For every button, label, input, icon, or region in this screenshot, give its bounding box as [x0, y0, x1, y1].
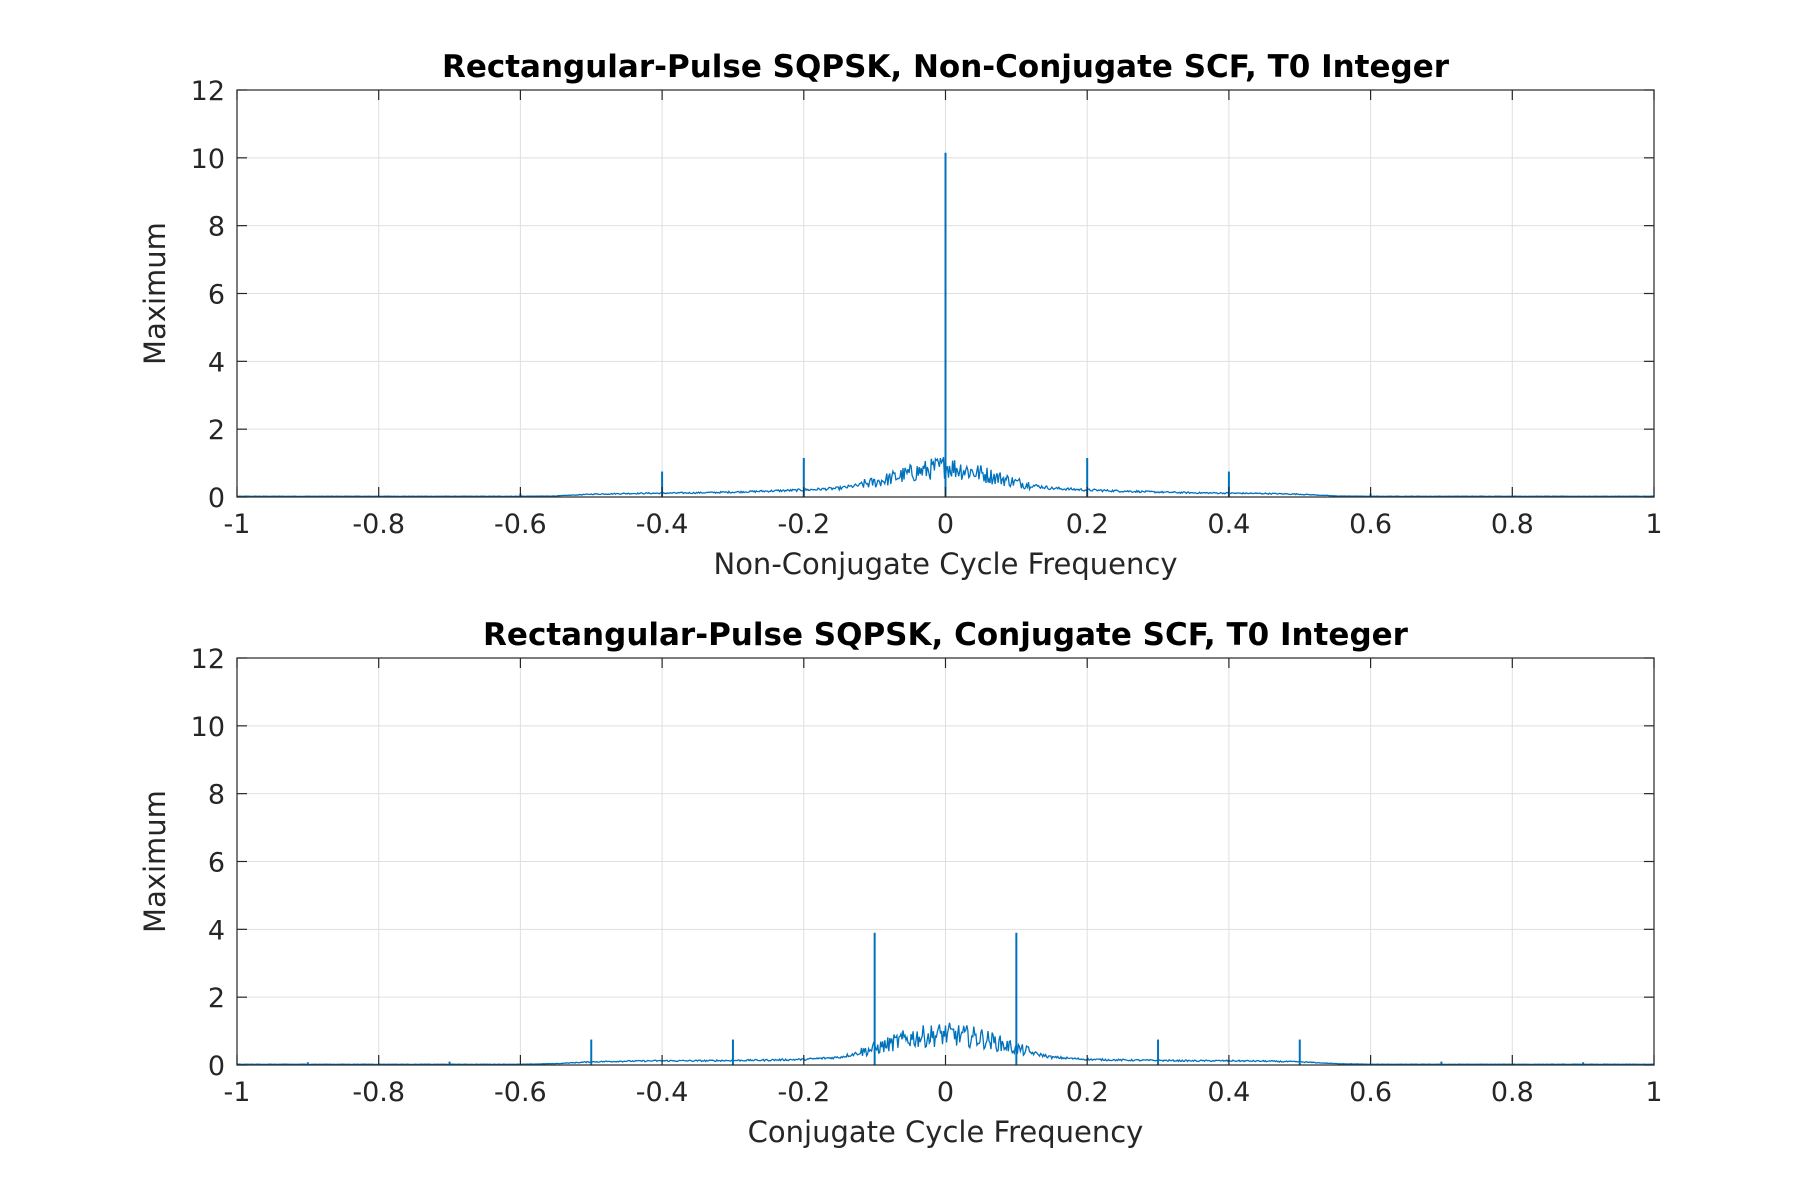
y-tick-label: 10: [191, 144, 225, 175]
grid: [236, 657, 1655, 1066]
x-tick-label: -0.4: [636, 509, 689, 540]
x-tick-label: 0.8: [1491, 509, 1534, 540]
x-tick-label: 0: [937, 1077, 954, 1108]
x-tick-label: 1: [1645, 509, 1662, 540]
y-tick-label: 0: [208, 1051, 225, 1082]
y-tick-label: 8: [208, 212, 225, 243]
x-tick-label: -0.8: [352, 1077, 405, 1108]
x-tick-label: -0.4: [636, 1077, 689, 1108]
x-tick-label: -0.8: [352, 509, 405, 540]
x-axis-label: Non-Conjugate Cycle Frequency: [714, 547, 1178, 581]
y-tick-label: 4: [208, 915, 225, 946]
x-tick-label: -1: [224, 1077, 251, 1108]
y-tick-label: 6: [208, 848, 225, 879]
conjugate-plot: -1 -0.8 -0.6 -0.4 -0.2 0 0.2 0.4 0.6 0.8 102468101…: [138, 617, 1663, 1149]
x-tick-label: -0.6: [494, 509, 547, 540]
y-tick-label: 0: [208, 483, 225, 514]
plot-title: Rectangular-Pulse SQPSK, Non-Conjugate S…: [442, 49, 1450, 85]
x-tick-label: -0.2: [777, 509, 830, 540]
y-tick-label: 2: [208, 983, 225, 1014]
y-tick-label: 12: [191, 76, 225, 107]
x-tick-label: -0.6: [494, 1077, 547, 1108]
ticks: -1 -0.8 -0.6 -0.4 -0.2 0 0.2 0.4 0.6 0.8 102468101…: [191, 76, 1663, 540]
x-tick-label: 0.6: [1349, 509, 1392, 540]
nonconjugate-plot: -1 -0.8 -0.6 -0.4 -0.2 0 0.2 0.4 0.6 0.8 102468101…: [138, 49, 1663, 581]
y-tick-label: 8: [208, 780, 225, 811]
x-tick-label: 0.2: [1066, 1077, 1109, 1108]
x-tick-label: 0.6: [1349, 1077, 1392, 1108]
y-tick-label: 10: [191, 712, 225, 743]
y-axis-label: Maximum: [138, 790, 172, 933]
x-axis-label: Conjugate Cycle Frequency: [748, 1115, 1144, 1149]
x-tick-label: -1: [224, 509, 251, 540]
x-tick-label: 0.4: [1207, 509, 1250, 540]
y-axis-label: Maximum: [138, 222, 172, 365]
ticks: -1 -0.8 -0.6 -0.4 -0.2 0 0.2 0.4 0.6 0.8 102468101…: [191, 644, 1663, 1108]
data-series: [236, 932, 1654, 1066]
x-tick-label: 1: [1645, 1077, 1662, 1108]
x-tick-label: 0.8: [1491, 1077, 1534, 1108]
plot-title: Rectangular-Pulse SQPSK, Conjugate SCF, …: [483, 617, 1409, 653]
y-tick-label: 12: [191, 644, 225, 675]
y-tick-label: 4: [208, 347, 225, 378]
x-tick-label: 0.4: [1207, 1077, 1250, 1108]
x-tick-label: 0.2: [1066, 509, 1109, 540]
y-tick-label: 2: [208, 415, 225, 446]
y-tick-label: 6: [208, 280, 225, 311]
x-tick-label: 0: [937, 509, 954, 540]
x-tick-label: -0.2: [777, 1077, 830, 1108]
